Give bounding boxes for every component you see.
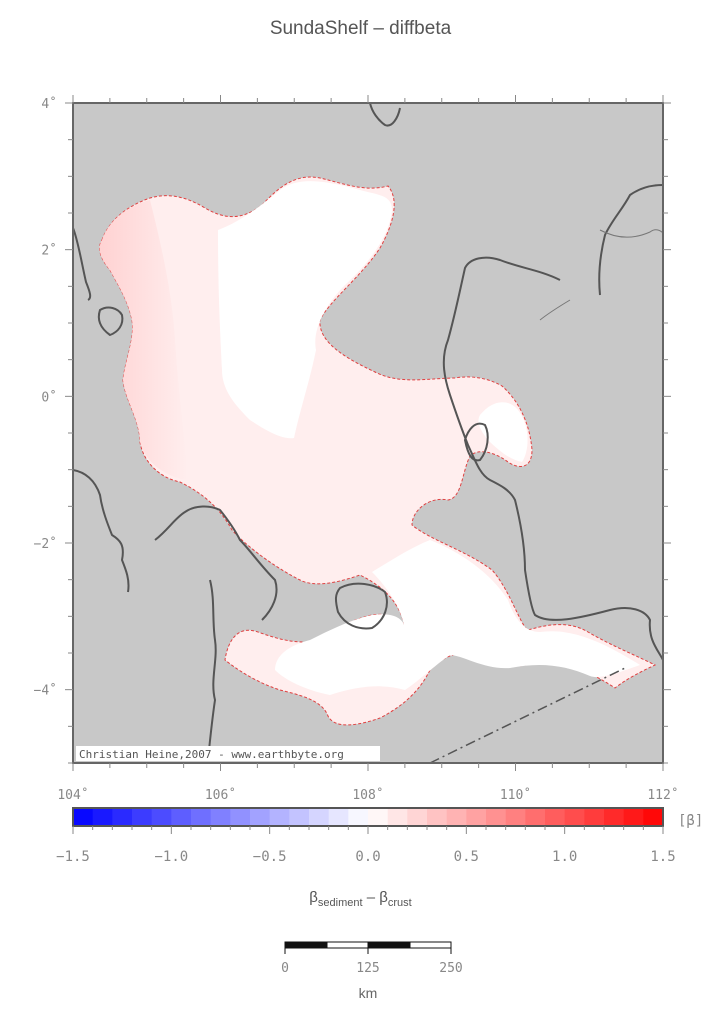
y-tick-label: 0˚ [41,389,57,405]
colorbar-swatch [210,808,231,826]
colorbar-swatch [427,808,448,826]
colorbar-swatch [466,808,487,826]
coastline-bangka [97,306,124,336]
colorbar-swatch [328,808,349,826]
scale-unit: km [359,985,378,1001]
colorbar-swatch [368,808,389,826]
colorbar-swatch [289,808,310,826]
colorbar-tick-label: 0.5 [454,849,479,865]
colorbar-formula: βsediment – βcrust [0,889,721,909]
colorbar-swatch [191,808,212,826]
scale-label-0: 0 [281,961,289,976]
colorbar-swatch [112,808,133,826]
colorbar-ticks: −1.5 −1.0 −0.5 0.0 0.5 1.0 1.5 [56,826,676,865]
colorbar-swatch [387,808,408,826]
colorbar [72,807,664,827]
colorbar-swatch [643,808,664,826]
x-tick-label: 104˚ [57,787,88,803]
x-tick-label: 110˚ [500,787,531,803]
colorbar-swatch [250,808,271,826]
scale-label-125: 125 [356,961,379,976]
y-tick-label: −4˚ [34,683,57,699]
colorbar-swatch [230,808,251,826]
formula-sub-sediment: sediment [317,897,363,909]
colorbar-swatch [132,808,153,826]
map-content: Christian Heine,2007 - www.earthbyte.org [73,103,663,763]
colorbar-swatch [545,808,566,826]
coastline-natuna [369,103,401,127]
credit-text: Christian Heine,2007 - www.earthbyte.org [79,748,344,761]
coastline-sumatra-south [154,505,278,761]
colorbar-tick-label: 1.5 [650,849,675,865]
colorbar-swatch [151,808,172,826]
formula-beta-1: β [309,889,318,906]
coastline-borneo-gulf [464,422,489,462]
colorbar-tick-label: −0.5 [253,849,287,865]
axis-ticks: 104˚ 106˚ 108˚ 110˚ 112˚ 4˚ 2˚ 0˚ −2˚ −4˚ [34,95,679,803]
y-tick-label: 2˚ [41,243,57,259]
x-tick-label: 106˚ [205,787,236,803]
credit-background [76,746,380,761]
colorbar-swatch [604,808,625,826]
formula-sub-crust: crust [387,897,412,909]
diffbeta-zero-zone-north [218,181,392,439]
y-tick-label: 4˚ [41,96,57,112]
border-borneo [599,229,663,238]
colorbar-tick-label: 1.0 [552,849,577,865]
coastline-belitung [334,582,388,630]
dash-dot-line [429,667,626,763]
river-borneo [539,299,571,321]
formula-beta-2: β [379,889,388,906]
coastlines [73,103,663,761]
colorbar-tick-label: −1.0 [154,849,188,865]
diffbeta-zero-zone-east [478,402,528,462]
colorbar-swatch [486,808,507,826]
colorbar-swatch [623,808,644,826]
scale-bar [284,941,452,954]
map-title: SundaShelf – diffbeta [269,18,452,39]
colorbar-swatch [407,808,428,826]
diffbeta-region-west-band [99,200,188,480]
colorbar-swatch [564,808,585,826]
colorbar-swatch [73,808,94,826]
colorbar-tick-label: −1.5 [56,849,90,865]
colorbar-swatch [92,808,113,826]
colorbar-swatch [348,808,369,826]
diffbeta-zero-zone-south [275,540,640,695]
y-tick-label: −2˚ [34,536,57,552]
coastline-sumatra [73,227,130,593]
colorbar-tick-label: 0.0 [355,849,380,865]
colorbar-swatch [505,808,526,826]
colorbar-unit: [β] [678,813,703,829]
coastline-borneo [442,184,663,661]
colorbar-swatch [584,808,605,826]
colorbar-swatch [446,808,467,826]
formula-minus: – [362,889,380,906]
x-tick-label: 112˚ [647,787,678,803]
colorbar-swatch [525,808,546,826]
colorbar-swatch [269,808,290,826]
colorbar-swatch [171,808,192,826]
x-tick-label: 108˚ [352,787,383,803]
colorbar-swatch [309,808,330,826]
scale-label-250: 250 [439,961,462,976]
